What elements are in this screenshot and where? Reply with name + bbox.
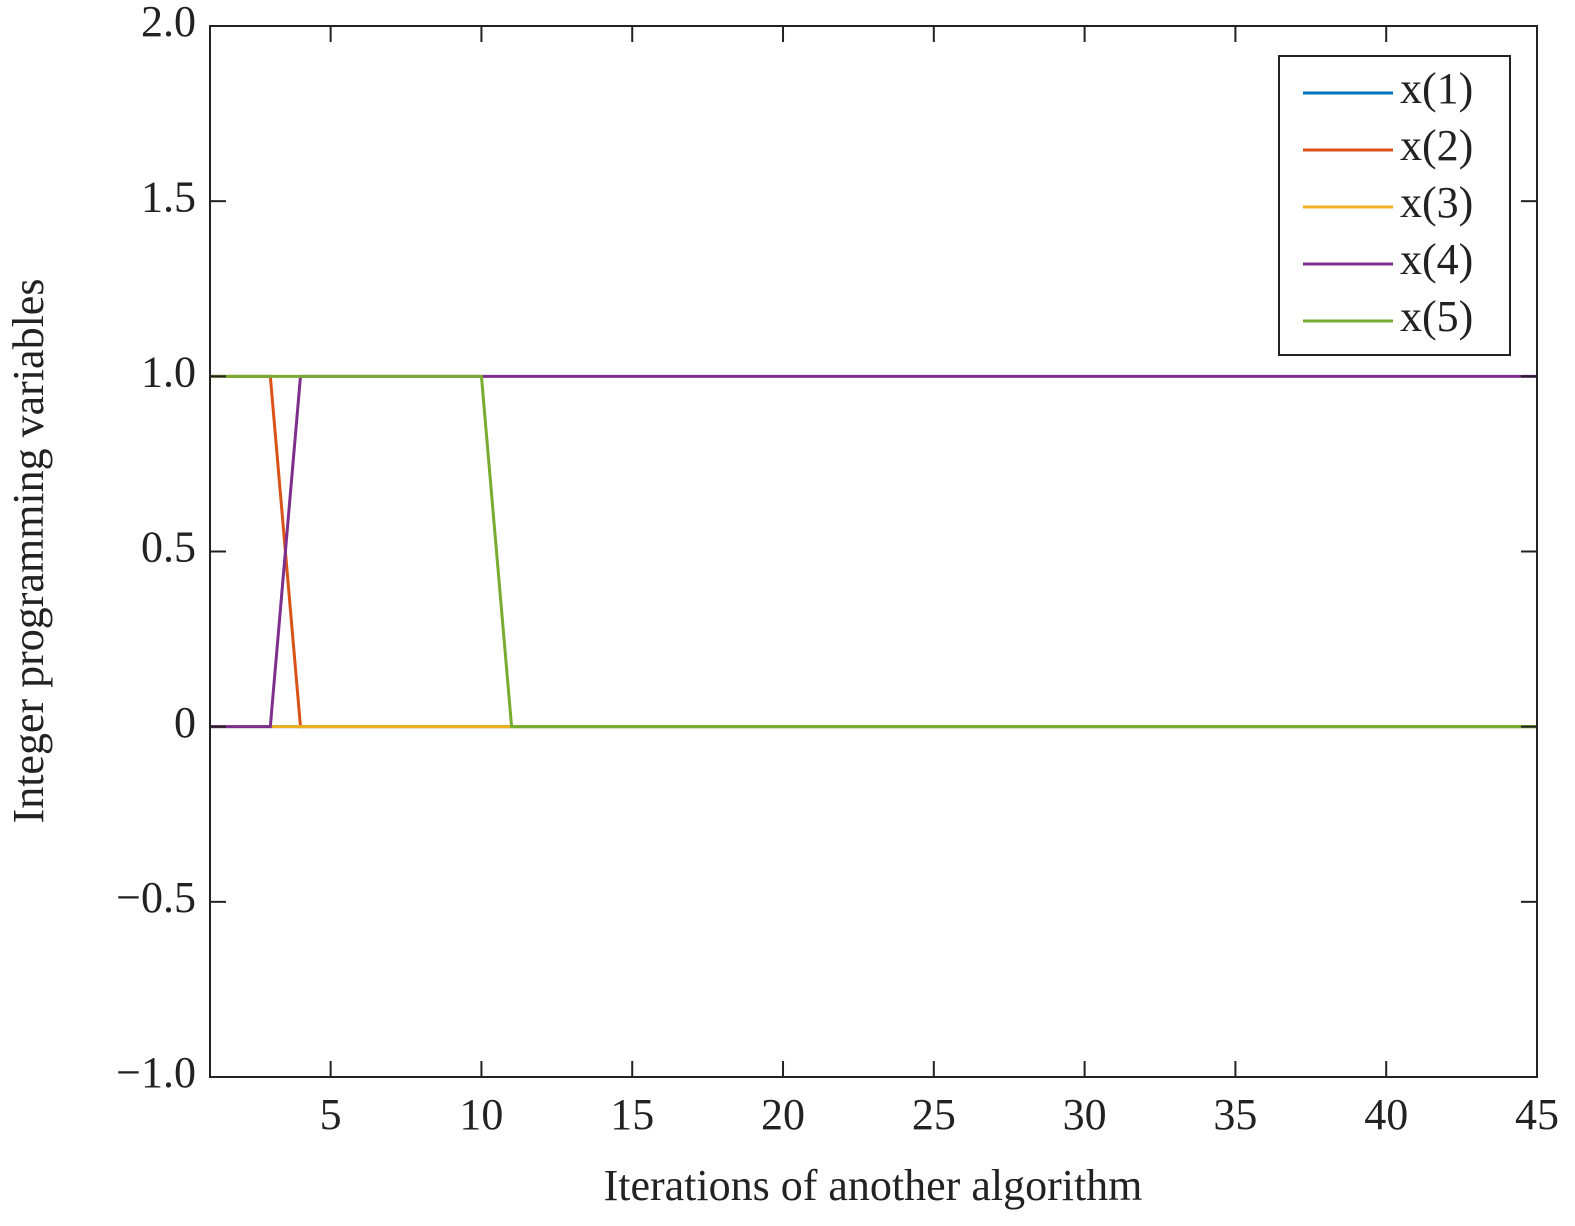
y-tick-label: 0.5 (141, 523, 196, 572)
y-tick-label: −1.0 (116, 1048, 196, 1097)
x-tick-label: 35 (1213, 1090, 1257, 1139)
x-tick-label: 45 (1515, 1090, 1559, 1139)
x-tick-label: 15 (610, 1090, 654, 1139)
y-tick-label: 1.5 (141, 172, 196, 221)
x-tick-label: 25 (912, 1090, 956, 1139)
series-line (210, 374, 1537, 729)
legend-label: x(1) (1400, 64, 1473, 113)
x-tick-label: 10 (459, 1090, 503, 1139)
x-axis-label: Iterations of another algorithm (604, 1161, 1143, 1210)
y-axis-label: Integer programming variables (4, 279, 53, 824)
y-tick-label: 1.0 (141, 347, 196, 396)
series-line (210, 374, 1537, 729)
series-line (210, 374, 1537, 729)
legend-label: x(5) (1400, 292, 1473, 341)
legend-label: x(2) (1400, 121, 1473, 170)
x-tick-label: 30 (1063, 1090, 1107, 1139)
x-tick-label: 20 (761, 1090, 805, 1139)
legend-label: x(4) (1400, 235, 1473, 284)
x-tick-label: 5 (320, 1090, 342, 1139)
legend-box (1278, 55, 1511, 356)
y-tick-label: 2.0 (141, 0, 196, 46)
y-tick-label: −0.5 (116, 873, 196, 922)
legend-label: x(3) (1400, 178, 1473, 227)
y-tick-label: 0 (174, 698, 196, 747)
x-tick-label: 40 (1364, 1090, 1408, 1139)
